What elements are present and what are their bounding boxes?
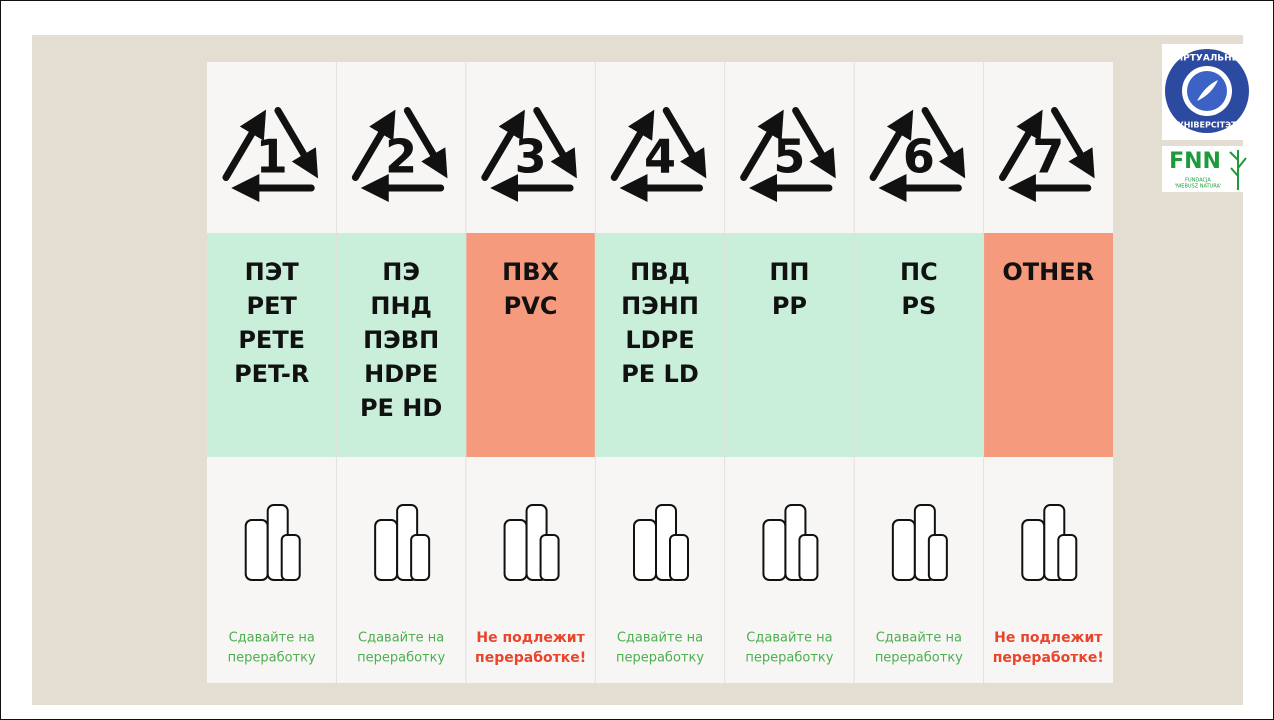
resin-code: ПЭНП <box>621 292 699 320</box>
icon-shape <box>929 535 947 580</box>
recycle-note: Сдавайте на <box>358 631 444 646</box>
recycle-note: переработку <box>228 651 316 666</box>
resin-number: 7 <box>1032 130 1064 184</box>
resin-number: 2 <box>385 130 417 184</box>
resin-code: PETE <box>238 326 305 354</box>
resin-number: 4 <box>644 130 676 184</box>
recycle-note: Сдавайте на <box>617 631 703 646</box>
resin-code: ПНД <box>370 292 432 320</box>
resin-code: ПВД <box>630 258 690 286</box>
icon-shape <box>1058 535 1076 580</box>
logo-text: ВІРТУАЛЬНЫ <box>1173 54 1241 64</box>
resin-code: HDPE <box>364 360 438 388</box>
logo-text: FNN <box>1169 149 1221 174</box>
icon-shape <box>634 520 656 580</box>
recycle-note: переработку <box>616 651 704 666</box>
resin-code: PVC <box>504 292 558 320</box>
icon-shape <box>246 520 268 580</box>
resin-code: ПЭВП <box>363 326 439 354</box>
resin-code: ПЭТ <box>245 258 300 286</box>
recycle-note: Сдавайте на <box>746 631 832 646</box>
recycle-note: переработке! <box>993 650 1104 666</box>
icon-shape <box>670 535 688 580</box>
icon-shape <box>541 535 559 580</box>
icon-shape <box>1022 520 1044 580</box>
resin-code: PP <box>772 292 807 320</box>
logo-text: УНІВЕРСІТЭТ <box>1178 121 1237 130</box>
icon-shape <box>375 520 397 580</box>
resin-code: ПЭ <box>382 258 420 286</box>
resin-number: 3 <box>515 130 547 184</box>
resin-code: PET <box>247 292 298 320</box>
resin-code: PS <box>901 292 936 320</box>
resin-number: 6 <box>903 130 935 184</box>
resin-code: LDPE <box>625 326 694 354</box>
recycle-note: переработку <box>875 651 963 666</box>
resin-code: ПВХ <box>502 258 559 286</box>
icon-shape <box>411 535 429 580</box>
resin-code: PE HD <box>360 394 442 422</box>
resin-number: 5 <box>773 130 805 184</box>
logo-text: 'NIEBUSZ NATURA' <box>1175 184 1222 190</box>
recycle-note: Не подлежит <box>994 630 1103 646</box>
recycle-note: Сдавайте на <box>229 631 315 646</box>
icon-shape <box>893 520 915 580</box>
slide: ВІРТУАЛЬНЫ УНІВЕРСІТЭТ FNN FUNDACJA 'NIE… <box>0 0 1274 720</box>
resin-code: ПП <box>769 258 809 286</box>
icon-shape <box>763 520 785 580</box>
resin-number: 1 <box>256 130 288 184</box>
recycle-note: Не подлежит <box>476 630 585 646</box>
resin-code: PET-R <box>234 360 309 388</box>
recycle-note: переработке! <box>475 650 586 666</box>
resin-code: PE LD <box>621 360 699 388</box>
resin-code: OTHER <box>1002 258 1094 286</box>
icon-shape <box>505 520 527 580</box>
recycle-note: Сдавайте на <box>876 631 962 646</box>
recycle-note: переработку <box>357 651 445 666</box>
icon-shape <box>799 535 817 580</box>
university-logo: ВІРТУАЛЬНЫ УНІВЕРСІТЭТ <box>1162 44 1252 140</box>
recycle-note: переработку <box>745 651 833 666</box>
fnn-logo: FNN FUNDACJA 'NIEBUSZ NATURA' <box>1162 146 1252 192</box>
resin-code: ПС <box>900 258 938 286</box>
icon-shape <box>282 535 300 580</box>
